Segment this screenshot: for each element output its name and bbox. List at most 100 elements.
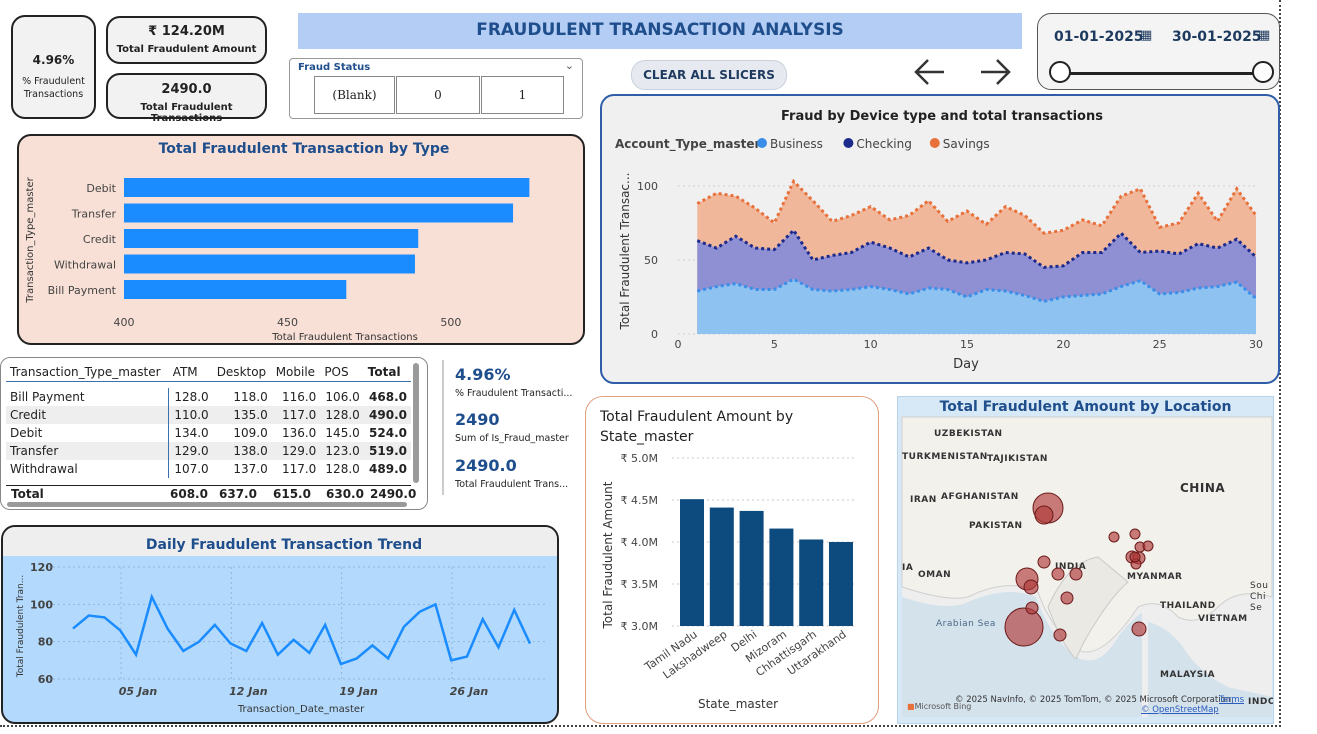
map-bubble[interactable] — [1129, 551, 1141, 563]
state-chart-title: Total Fraudulent Amount by State_master — [600, 409, 794, 445]
map-bubble[interactable] — [1129, 528, 1141, 540]
state-bar[interactable] — [829, 542, 853, 626]
bar-type-bar[interactable] — [124, 254, 415, 274]
card-value: 2490.0 — [455, 456, 517, 475]
matrix-header-cell[interactable]: POS — [324, 365, 349, 379]
area-series-line[interactable] — [696, 178, 1258, 235]
bar-type-bar[interactable] — [124, 280, 347, 299]
area-xtick: 0 — [675, 338, 682, 351]
kpi-count-card[interactable]: 2490.0 Total Fraudulent Transactions — [106, 73, 267, 124]
map-place-label: INDO — [1248, 697, 1274, 707]
map-canvas[interactable] — [898, 397, 1274, 724]
bar-type-bar[interactable] — [124, 178, 530, 197]
table-row[interactable]: Withdrawal 107.0 137.0 117.0 128.0 489.0 — [6, 460, 411, 478]
state-bar[interactable] — [709, 507, 734, 626]
table-cell: 136.0 — [281, 426, 317, 440]
legend-label[interactable]: Checking — [856, 137, 911, 151]
state-bar[interactable] — [799, 539, 824, 626]
legend-marker — [929, 138, 940, 148]
state-chart: Total Fraudulent Amount State_master ₹ 3… — [601, 452, 856, 711]
map-bubble[interactable] — [1053, 628, 1067, 642]
table-cell: 128.0 — [325, 408, 360, 422]
matrix-scrollbar[interactable] — [413, 363, 419, 483]
area-chart-ylabel: Total Fraudulent Transac... — [618, 173, 632, 331]
fraud-status-option-1[interactable]: 1 — [481, 76, 564, 114]
area-xtick: 5 — [771, 338, 778, 351]
table-cell: Transfer — [10, 444, 59, 458]
area-series-fill[interactable] — [697, 279, 1256, 334]
area-legend-title: Account_Type_master — [615, 137, 761, 152]
map-bubble[interactable] — [1023, 579, 1039, 595]
trend-line[interactable] — [72, 593, 532, 666]
table-row[interactable]: Credit 110.0 135.0 117.0 128.0 490.0 — [6, 406, 411, 424]
map-bubble[interactable] — [1004, 607, 1044, 647]
fraud-status-option-0[interactable]: 0 — [396, 76, 480, 114]
area-series-line[interactable] — [696, 277, 1257, 303]
state-bar[interactable] — [680, 499, 704, 626]
back-arrow-icon[interactable] — [910, 52, 950, 92]
matrix-total-cell: 637.0 — [219, 487, 257, 501]
legend-label[interactable]: Business — [770, 137, 823, 151]
forward-arrow-icon[interactable] — [975, 52, 1015, 92]
state-bar[interactable] — [739, 510, 764, 626]
calendar-icon-end[interactable]: ▦ — [1258, 28, 1271, 43]
table-cell: 468.0 — [369, 390, 407, 404]
bar-type-bar[interactable] — [124, 203, 514, 223]
map-place-label: MALAYSIA — [1160, 670, 1216, 680]
map-bubble[interactable] — [1069, 567, 1083, 581]
map-credit: © 2025 NavInfo, © 2025 TomTom, © 2025 Mi… — [955, 695, 1234, 705]
map-bubble[interactable] — [1060, 591, 1074, 605]
table-row[interactable]: Transfer 129.0 138.0 129.0 123.0 519.0 — [6, 442, 411, 460]
map-bubble[interactable] — [1142, 540, 1154, 552]
kpi-amount-card[interactable]: ₹ 124.20M Total Fraudulent Amount — [106, 16, 267, 64]
table-row[interactable]: Bill Payment 128.0 118.0 116.0 106.0 468.0 — [6, 388, 411, 406]
map-place-label: IRAN — [910, 495, 937, 505]
map-bubble[interactable] — [1037, 555, 1051, 569]
fraud-status-option-blank[interactable]: (Blank) — [314, 76, 395, 114]
table-row[interactable]: Debit 134.0 109.0 136.0 145.0 524.0 — [6, 424, 411, 442]
table-cell: 117.0 — [281, 462, 317, 476]
fraud-status-slicer[interactable]: Fraud Status ⌄ (Blank) 0 1 — [289, 58, 583, 119]
matrix-hscrollbar[interactable] — [7, 502, 407, 507]
bar-type-xtick: 450 — [277, 316, 298, 329]
area-series-line[interactable] — [696, 227, 1258, 269]
map-bubble[interactable] — [1034, 505, 1054, 525]
map-osm-link[interactable]: © OpenStreetMap — [1141, 705, 1219, 715]
map-bubble[interactable] — [1025, 601, 1039, 615]
map-bubbles[interactable] — [898, 397, 1274, 724]
bar-type-category-label: Bill Payment — [48, 284, 117, 297]
date-range-slicer[interactable]: 01-01-2025 ▦ 30-01-2025 ▦ — [1037, 13, 1280, 90]
date-end[interactable]: 30-01-2025 — [1172, 29, 1262, 45]
clear-all-slicers-button[interactable]: CLEAR ALL SLICERS — [631, 60, 787, 90]
table-cell: 145.0 — [325, 426, 360, 440]
matrix-header-cell[interactable]: Mobile — [275, 365, 316, 379]
table-cell: 123.0 — [325, 444, 360, 458]
map-terms-link[interactable]: Terms — [1219, 695, 1245, 705]
area-xtick: 20 — [1056, 338, 1070, 351]
matrix-card: Transaction_Type_master ATM Desktop Mobi… — [0, 357, 428, 510]
chevron-down-icon[interactable]: ⌄ — [564, 59, 574, 72]
state-ytick: ₹ 4.0M — [621, 536, 658, 549]
map-card[interactable]: Total Fraudulent Amount by Location UZBE… — [897, 396, 1274, 724]
card-label: Sum of Is_Fraud_master — [455, 433, 569, 444]
matrix-header-cell[interactable]: Transaction_Type_master — [10, 365, 161, 379]
legend-label[interactable]: Savings — [943, 137, 990, 151]
state-bar[interactable] — [769, 528, 794, 626]
bar-type-category-label: Credit — [83, 233, 117, 246]
date-slider-track[interactable] — [1060, 72, 1264, 75]
map-bubble[interactable] — [1131, 621, 1147, 637]
matrix-header-cell[interactable]: ATM — [172, 365, 198, 379]
map-bubble[interactable] — [1108, 531, 1120, 543]
matrix-header-cell[interactable]: Desktop — [216, 365, 267, 379]
date-slider-handle-end[interactable] — [1252, 61, 1274, 83]
date-slider-handle-start[interactable] — [1049, 61, 1071, 83]
bar-type-bar[interactable] — [124, 229, 419, 248]
map-bubble[interactable] — [1051, 567, 1065, 581]
date-start[interactable]: 01-01-2025 — [1054, 29, 1144, 45]
table-cell: 519.0 — [369, 444, 407, 458]
bar-by-type-card: Total Fraudulent Transaction by Type Tra… — [17, 134, 585, 345]
matrix-header-cell[interactable]: Total — [367, 365, 401, 379]
calendar-icon-start[interactable]: ▦ — [1140, 28, 1153, 43]
map-place-label: THAILAND — [1160, 601, 1216, 611]
kpi-pct-card[interactable]: 4.96% % Fraudulent Transactions — [11, 15, 96, 119]
